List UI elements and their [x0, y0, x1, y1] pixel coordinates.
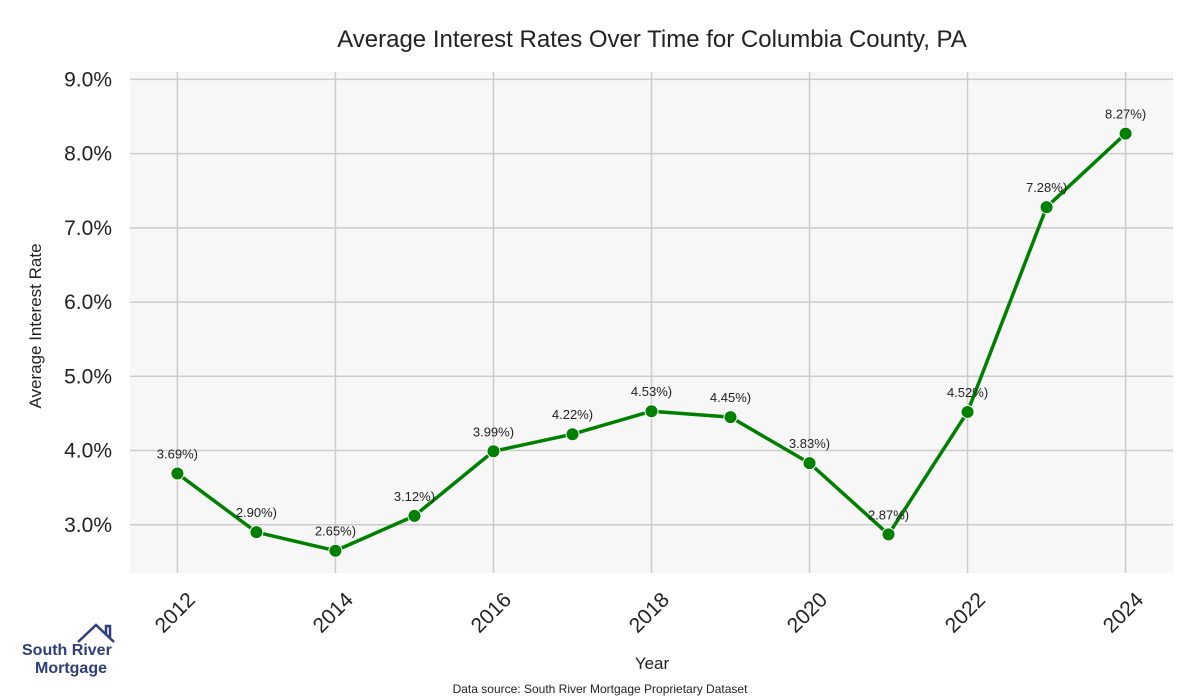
x-tick-label: 2018	[625, 588, 674, 637]
data-label: 4.52%)	[947, 385, 988, 400]
grid	[130, 72, 1173, 573]
data-label: 2.87%)	[868, 507, 909, 522]
source-note: Data source: South River Mortgage Propri…	[453, 682, 748, 696]
data-label: 3.83%)	[789, 436, 830, 451]
logo-line-2: Mortgage	[35, 660, 107, 677]
data-label: 3.69%)	[157, 447, 198, 462]
data-labels: 3.69%) 2.90%) 2.65%) 3.12%) 3.99%) 4.22%) 4.53…	[157, 107, 1146, 539]
y-tick-label: 8.0%	[64, 143, 112, 166]
data-point	[565, 427, 580, 442]
x-tick-label: 2014	[309, 588, 359, 638]
data-point	[802, 456, 817, 471]
data-label: 4.22%)	[552, 407, 593, 422]
y-tick-label: 5.0%	[64, 365, 112, 388]
data-point	[407, 508, 422, 523]
x-tick-label: 2012	[151, 588, 200, 637]
series	[170, 126, 1133, 558]
data-point	[328, 543, 343, 558]
data-label: 3.12%)	[394, 489, 435, 504]
data-point	[881, 527, 896, 542]
data-point	[644, 404, 659, 419]
data-label: 7.28%)	[1026, 180, 1067, 195]
y-tick-label: 6.0%	[64, 291, 112, 314]
data-label: 4.45%)	[710, 390, 751, 405]
logo-line-1: South River	[22, 642, 112, 659]
x-tick-label: 2016	[467, 588, 516, 637]
data-label: 4.53%)	[631, 384, 672, 399]
data-point	[960, 404, 975, 419]
house-roof-icon	[77, 623, 115, 643]
data-label: 2.90%)	[236, 505, 277, 520]
data-point	[723, 410, 738, 425]
x-tick-label: 2024	[1099, 588, 1149, 638]
y-tick-label: 9.0%	[64, 68, 112, 91]
chart-title: Average Interest Rates Over Time for Col…	[337, 26, 967, 53]
data-point	[1039, 200, 1054, 215]
data-point	[1118, 126, 1133, 141]
x-axis-label: Year	[635, 654, 670, 673]
data-label: 8.27%)	[1105, 107, 1146, 122]
y-tick-label: 7.0%	[64, 217, 112, 240]
data-point	[249, 525, 264, 540]
data-point	[170, 466, 185, 481]
data-label: 2.65%)	[315, 524, 356, 539]
x-tick-label: 2022	[941, 588, 990, 637]
y-axis-label: Average Interest Rate	[26, 243, 45, 408]
y-tick-label: 4.0%	[64, 440, 112, 463]
brand-logo: South River Mortgage	[22, 620, 117, 682]
y-tick-label: 3.0%	[64, 514, 112, 537]
x-tick-label: 2020	[783, 588, 832, 637]
data-point	[486, 444, 501, 459]
data-label: 3.99%)	[473, 424, 514, 439]
